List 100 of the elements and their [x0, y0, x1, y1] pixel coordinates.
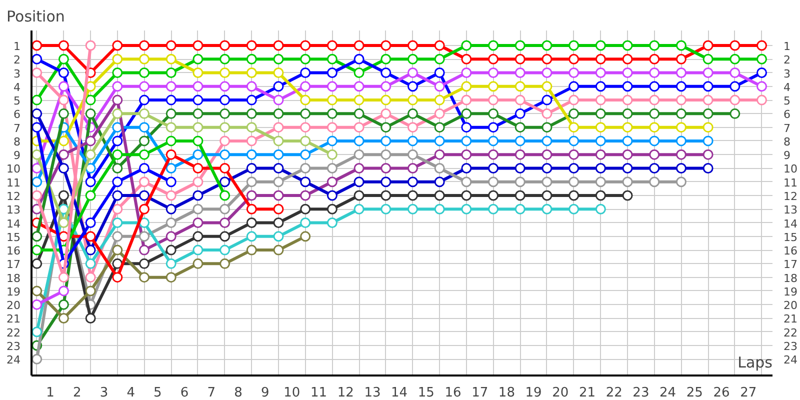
y2-tick-label: 14 [784, 217, 798, 230]
x-tick-label: 3 [100, 386, 108, 400]
point [139, 204, 150, 214]
point [514, 94, 526, 106]
point [488, 54, 499, 64]
point [542, 122, 552, 133]
point [166, 122, 176, 133]
point [32, 54, 42, 64]
x-tick-label: 10 [284, 386, 300, 400]
point [112, 272, 123, 283]
point [434, 136, 445, 146]
point [461, 162, 472, 174]
y-tick-label: 3 [14, 67, 20, 80]
point [220, 149, 230, 160]
y2-tick-label: 7 [784, 122, 790, 135]
point [58, 94, 69, 106]
point [702, 40, 714, 51]
x-tick-label: 8 [234, 386, 242, 400]
point [488, 81, 499, 92]
point [354, 190, 364, 201]
point [166, 204, 176, 214]
point [676, 162, 686, 174]
point [300, 54, 311, 64]
point [139, 122, 150, 133]
point [273, 231, 284, 242]
point [32, 326, 42, 338]
point [326, 176, 338, 188]
point [649, 162, 660, 174]
point [58, 312, 69, 324]
point [514, 190, 526, 201]
point [702, 81, 714, 92]
point [246, 162, 257, 174]
x-tick-label: 11 [310, 386, 328, 400]
point [85, 149, 96, 160]
point [300, 176, 311, 188]
point [85, 218, 96, 228]
point [595, 54, 606, 64]
point [354, 149, 364, 160]
point [676, 122, 686, 133]
x-tick-label: 25 [686, 386, 703, 400]
point [220, 204, 230, 214]
point [139, 258, 150, 269]
point [434, 94, 445, 106]
point [407, 40, 418, 51]
point [112, 258, 123, 269]
point [461, 176, 472, 188]
point [434, 122, 445, 133]
x-tick-label: 27 [740, 386, 757, 400]
point [514, 81, 526, 92]
point [649, 176, 660, 188]
point [246, 231, 257, 242]
point [461, 68, 472, 78]
point [246, 108, 257, 119]
point [300, 122, 311, 133]
point [622, 94, 633, 106]
point [192, 258, 204, 269]
point [112, 108, 123, 119]
point [461, 40, 472, 51]
point [434, 40, 445, 51]
point [192, 122, 204, 133]
point [139, 176, 150, 188]
y2-tick-label: 3 [784, 67, 790, 80]
point [756, 81, 768, 92]
point [702, 54, 714, 64]
point [273, 136, 284, 146]
point [192, 218, 204, 228]
point [32, 122, 42, 133]
y2-tick-label: 1 [784, 40, 790, 53]
point [461, 149, 472, 160]
point [32, 244, 42, 256]
point [595, 94, 606, 106]
point [85, 108, 96, 119]
point [380, 40, 392, 51]
point [676, 149, 686, 160]
point [112, 94, 123, 106]
x-tick-label: 20 [552, 386, 569, 400]
point [702, 68, 714, 78]
point [676, 136, 686, 146]
point [595, 122, 606, 133]
point [220, 122, 230, 133]
point [58, 81, 69, 92]
point [220, 108, 230, 119]
point [273, 162, 284, 174]
point [192, 149, 204, 160]
point [649, 136, 660, 146]
point [192, 54, 204, 64]
point [649, 149, 660, 160]
y-tick-label: 16 [6, 244, 21, 258]
point [85, 272, 96, 283]
y-tick-label: 4 [14, 80, 20, 94]
point [461, 190, 472, 201]
point [380, 94, 392, 106]
point [595, 136, 606, 146]
point [166, 244, 176, 256]
point [407, 136, 418, 146]
y-tick-label: 24 [6, 354, 21, 367]
y2-tick-label: 19 [784, 285, 798, 298]
point [488, 176, 499, 188]
point [595, 149, 606, 160]
point [326, 162, 338, 174]
